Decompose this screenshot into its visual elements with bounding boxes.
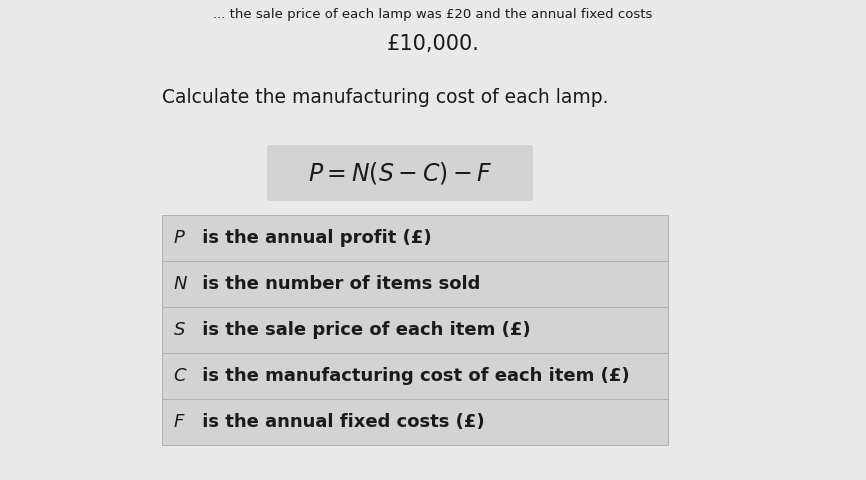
Text: is the annual fixed costs (£): is the annual fixed costs (£) xyxy=(196,413,485,431)
FancyBboxPatch shape xyxy=(267,145,533,201)
Text: is the annual profit (£): is the annual profit (£) xyxy=(196,229,431,247)
Text: $\mathit{F}$: $\mathit{F}$ xyxy=(173,413,185,431)
Text: $\mathit{P}$: $\mathit{P}$ xyxy=(173,229,186,247)
Text: ... the sale price of each lamp was £20 and the annual fixed costs: ... the sale price of each lamp was £20 … xyxy=(213,8,653,21)
FancyBboxPatch shape xyxy=(162,215,668,261)
Text: £10,000.: £10,000. xyxy=(386,34,480,54)
FancyBboxPatch shape xyxy=(162,261,668,307)
Text: Calculate the manufacturing cost of each lamp.: Calculate the manufacturing cost of each… xyxy=(162,88,609,107)
FancyBboxPatch shape xyxy=(162,353,668,399)
FancyBboxPatch shape xyxy=(162,399,668,445)
Text: $\mathit{C}$: $\mathit{C}$ xyxy=(173,367,188,385)
Text: is the sale price of each item (£): is the sale price of each item (£) xyxy=(196,321,531,339)
Text: is the number of items sold: is the number of items sold xyxy=(196,275,481,293)
Text: is the manufacturing cost of each item (£): is the manufacturing cost of each item (… xyxy=(196,367,630,385)
Text: $\mathbf{\it{P}} = \mathbf{\it{N}}(\mathbf{\it{S}}-\mathbf{\it{C}})-\mathbf{\it{: $\mathbf{\it{P}} = \mathbf{\it{N}}(\math… xyxy=(307,160,493,186)
Text: $\mathit{S}$: $\mathit{S}$ xyxy=(173,321,186,339)
Text: $\mathit{N}$: $\mathit{N}$ xyxy=(173,275,188,293)
FancyBboxPatch shape xyxy=(162,307,668,353)
